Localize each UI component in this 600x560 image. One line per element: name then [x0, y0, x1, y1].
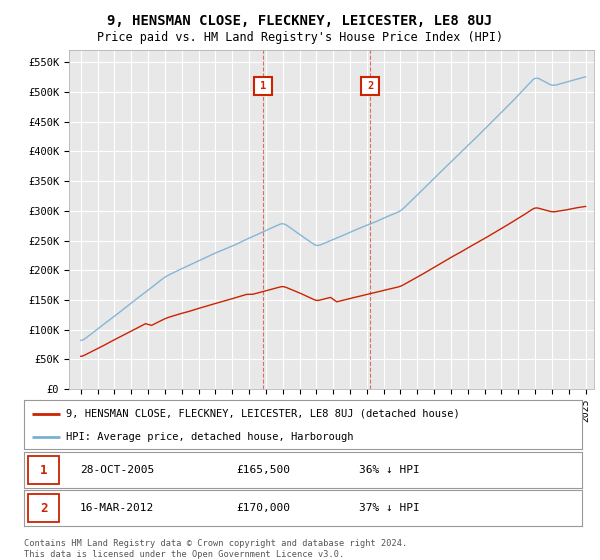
Text: 36% ↓ HPI: 36% ↓ HPI — [359, 465, 419, 475]
Text: 1: 1 — [260, 81, 266, 91]
FancyBboxPatch shape — [28, 456, 59, 484]
Text: 28-OCT-2005: 28-OCT-2005 — [80, 465, 154, 475]
Text: Price paid vs. HM Land Registry's House Price Index (HPI): Price paid vs. HM Land Registry's House … — [97, 31, 503, 44]
Text: 37% ↓ HPI: 37% ↓ HPI — [359, 503, 419, 513]
Text: Contains HM Land Registry data © Crown copyright and database right 2024.
This d: Contains HM Land Registry data © Crown c… — [24, 539, 407, 559]
Text: 9, HENSMAN CLOSE, FLECKNEY, LEICESTER, LE8 8UJ: 9, HENSMAN CLOSE, FLECKNEY, LEICESTER, L… — [107, 14, 493, 28]
Text: £170,000: £170,000 — [236, 503, 290, 513]
Text: 2: 2 — [40, 502, 47, 515]
FancyBboxPatch shape — [28, 494, 59, 522]
Text: 9, HENSMAN CLOSE, FLECKNEY, LEICESTER, LE8 8UJ (detached house): 9, HENSMAN CLOSE, FLECKNEY, LEICESTER, L… — [66, 409, 460, 419]
Text: 2: 2 — [367, 81, 373, 91]
Text: £165,500: £165,500 — [236, 465, 290, 475]
Text: 16-MAR-2012: 16-MAR-2012 — [80, 503, 154, 513]
Text: 1: 1 — [40, 464, 47, 477]
Text: HPI: Average price, detached house, Harborough: HPI: Average price, detached house, Harb… — [66, 432, 353, 442]
